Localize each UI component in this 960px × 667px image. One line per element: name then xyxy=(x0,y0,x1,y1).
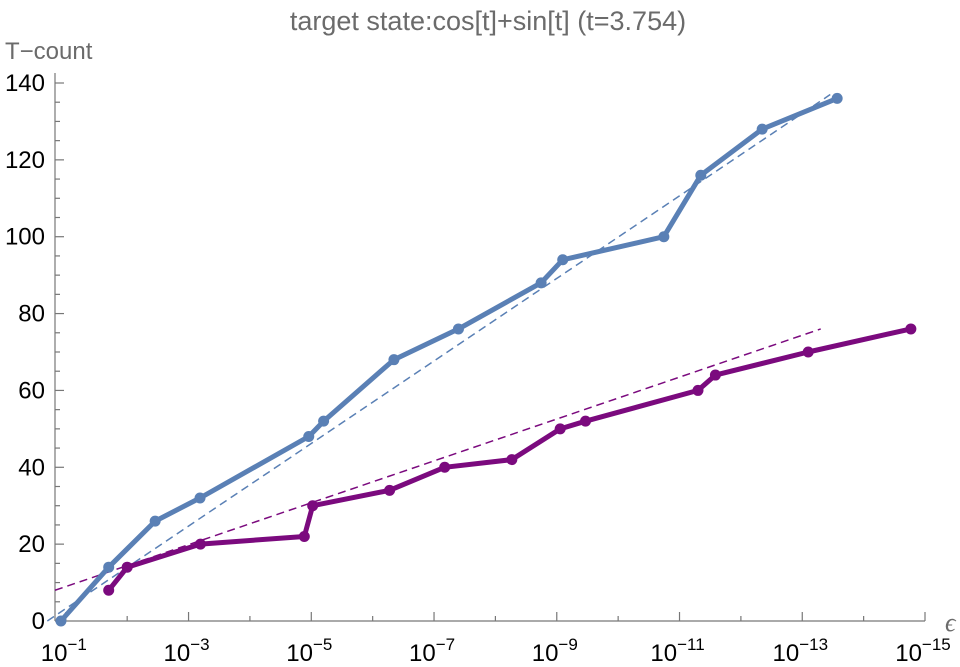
series-2-point xyxy=(298,530,310,542)
series-1-point xyxy=(658,231,670,243)
series-1-point xyxy=(194,492,206,504)
series-lines xyxy=(58,95,914,624)
series-2-point xyxy=(439,461,451,473)
x-tick-label: 10−13 xyxy=(772,635,828,667)
series-1-point xyxy=(149,515,161,527)
series-1-point xyxy=(535,277,547,289)
series-2-point xyxy=(194,538,206,550)
axes: 0 20 40 60 80 100 120 140 10−1 10−3 10−5 10−7 10−9 10… xyxy=(5,70,951,667)
data-points xyxy=(55,92,917,627)
y-tick-label: 100 xyxy=(5,224,45,251)
fit-lines xyxy=(46,93,831,622)
x-tick-label: 10−1 xyxy=(41,635,87,667)
series-2-point xyxy=(103,584,115,596)
y-tick-label: 80 xyxy=(18,301,45,328)
series-2-point xyxy=(554,423,566,435)
y-tick-label: 140 xyxy=(5,70,45,97)
x-tick-label: 10−11 xyxy=(650,635,704,667)
series-2-point xyxy=(905,323,917,335)
series-1-point xyxy=(55,615,67,627)
series-1-point xyxy=(695,169,707,181)
series-line-1 xyxy=(58,95,840,624)
y-tick-label: 0 xyxy=(32,608,45,635)
x-tick-label: 10−9 xyxy=(532,635,578,667)
series-1-point xyxy=(756,123,768,135)
chart-title: target state:cos[t]+sin[t] (t=3.754) xyxy=(290,6,686,36)
series-2-point xyxy=(384,484,396,496)
series-2-point xyxy=(580,415,592,427)
series-2-point xyxy=(692,384,704,396)
series-2-point xyxy=(709,369,721,381)
x-tick-label: 10−5 xyxy=(286,635,332,667)
x-tick-label: 10−15 xyxy=(895,635,951,667)
y-tick-label: 120 xyxy=(5,147,45,174)
series-1-point xyxy=(103,561,115,573)
series-2-point xyxy=(121,561,133,573)
series-1-point xyxy=(831,92,843,104)
fit-line-2 xyxy=(54,328,821,591)
series-1-point xyxy=(452,323,464,335)
x-tick-label: 10−3 xyxy=(164,635,210,667)
series-2-point xyxy=(506,454,518,466)
series-2-point xyxy=(802,346,814,358)
y-tick-label: 60 xyxy=(18,377,45,404)
series-1-point xyxy=(303,431,315,443)
series-1-point xyxy=(388,354,400,366)
y-axis-label: T−count xyxy=(5,38,93,65)
x-axis-label: ϵ xyxy=(945,608,957,637)
x-tick-label: 10−7 xyxy=(409,635,455,667)
y-tick-label: 20 xyxy=(18,531,45,558)
series-2-point xyxy=(307,500,319,512)
series-1-point xyxy=(318,415,330,427)
series-1-point xyxy=(557,254,569,266)
y-tick-label: 40 xyxy=(18,454,45,481)
fit-line-1 xyxy=(46,93,831,622)
